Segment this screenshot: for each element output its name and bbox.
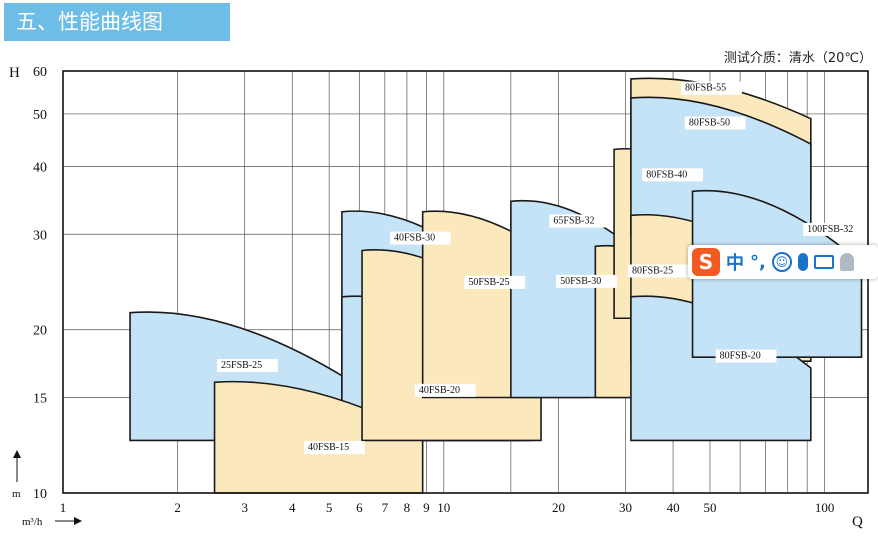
pump-label: 50FSB-30 — [560, 276, 601, 287]
pump-label: 50FSB-25 — [468, 277, 509, 288]
axis-ticks: 1 2 3 4 5 6 7 8 9 10 20 30 40 50 100 10 15 20 30 40 50 60 — [33, 65, 834, 515]
y-tick-label: 10 — [33, 487, 47, 502]
y-tick-label: 15 — [33, 392, 47, 407]
x-tick-label: 4 — [289, 500, 296, 515]
x-tick-label: 9 — [423, 500, 430, 515]
section-title: 五、性能曲线图 — [16, 10, 163, 34]
x-tick-label: 1 — [60, 500, 67, 515]
x-axis-unit: m³/h — [22, 516, 43, 528]
ime-logo-icon[interactable]: S — [692, 248, 720, 276]
y-axis-title: H — [9, 65, 20, 81]
ime-toolbar[interactable]: S 中 °, ☺ — [688, 245, 878, 279]
pump-label: 80FSB-20 — [720, 351, 761, 362]
user-icon[interactable] — [839, 253, 854, 271]
x-tick-label: 7 — [382, 500, 389, 515]
pump-label-bg — [627, 264, 689, 278]
ime-mode-toggle[interactable]: 中 — [726, 253, 744, 274]
y-tick-label: 50 — [33, 108, 47, 123]
pump-label-bg — [390, 231, 451, 245]
y-tick-label: 30 — [33, 228, 47, 243]
pump-label: 80FSB-40 — [646, 169, 687, 180]
x-axis-title: Q — [852, 514, 863, 530]
y-tick-label: 20 — [33, 324, 47, 339]
pump-label-bg — [414, 383, 476, 397]
pump-label: 80FSB-55 — [685, 83, 726, 94]
pump-labels: 25FSB-25 40FSB-30 40FSB-20 40FSB-15 50FSB-25… — [217, 81, 871, 455]
x-tick-label: 100 — [815, 500, 835, 515]
x-tick-label: 20 — [552, 500, 565, 515]
x-tick-label: 2 — [174, 500, 181, 515]
smile-icon[interactable]: ☺ — [771, 252, 792, 272]
x-tick-label: 3 — [241, 500, 248, 515]
y-axis-unit: m — [12, 488, 21, 500]
pump-label-bg — [684, 116, 746, 130]
x-tick-label: 6 — [356, 500, 363, 515]
pump-label: 80FSB-25 — [632, 265, 673, 276]
pump-label: 65FSB-32 — [553, 216, 594, 227]
pump-label-bg — [549, 214, 611, 228]
x-tick-label: 50 — [703, 500, 716, 515]
pump-label-bg — [681, 81, 742, 95]
pump-label-bg — [556, 274, 617, 288]
x-tick-label: 8 — [404, 500, 411, 515]
test-medium-note: 测试介质：清水（20℃） — [723, 51, 872, 66]
pump-label-bg — [803, 222, 871, 236]
keyboard-icon[interactable] — [813, 255, 834, 269]
pump-label-bg — [642, 168, 703, 182]
ime-punctuation-toggle[interactable]: °, — [750, 251, 766, 273]
pump-region — [630, 96, 812, 236]
y-unit-arrowhead — [13, 450, 21, 458]
section-header: 五、性能曲线图 — [4, 3, 230, 41]
pump-label: 100FSB-32 — [807, 224, 853, 235]
plot-frame — [62, 70, 869, 494]
pump-label-bg — [217, 359, 278, 373]
pump-label-bg — [464, 275, 526, 289]
y-tick-label: 60 — [33, 65, 47, 80]
x-tick-label: 30 — [619, 500, 632, 515]
pump-label: 80FSB-50 — [689, 118, 730, 129]
x-tick-label: 40 — [667, 500, 680, 515]
x-tick-label: 5 — [326, 500, 333, 515]
microphone-icon[interactable] — [797, 253, 808, 271]
pump-label-bg — [304, 441, 365, 455]
pump-label: 40FSB-20 — [419, 385, 460, 396]
pump-label: 25FSB-25 — [221, 360, 262, 371]
x-tick-label: 10 — [437, 500, 450, 515]
pump-label: 40FSB-15 — [308, 442, 349, 453]
x-unit-arrowhead — [74, 517, 82, 525]
pump-label: 40FSB-30 — [394, 233, 435, 244]
y-tick-label: 40 — [33, 160, 47, 175]
pump-label-bg — [715, 349, 777, 363]
